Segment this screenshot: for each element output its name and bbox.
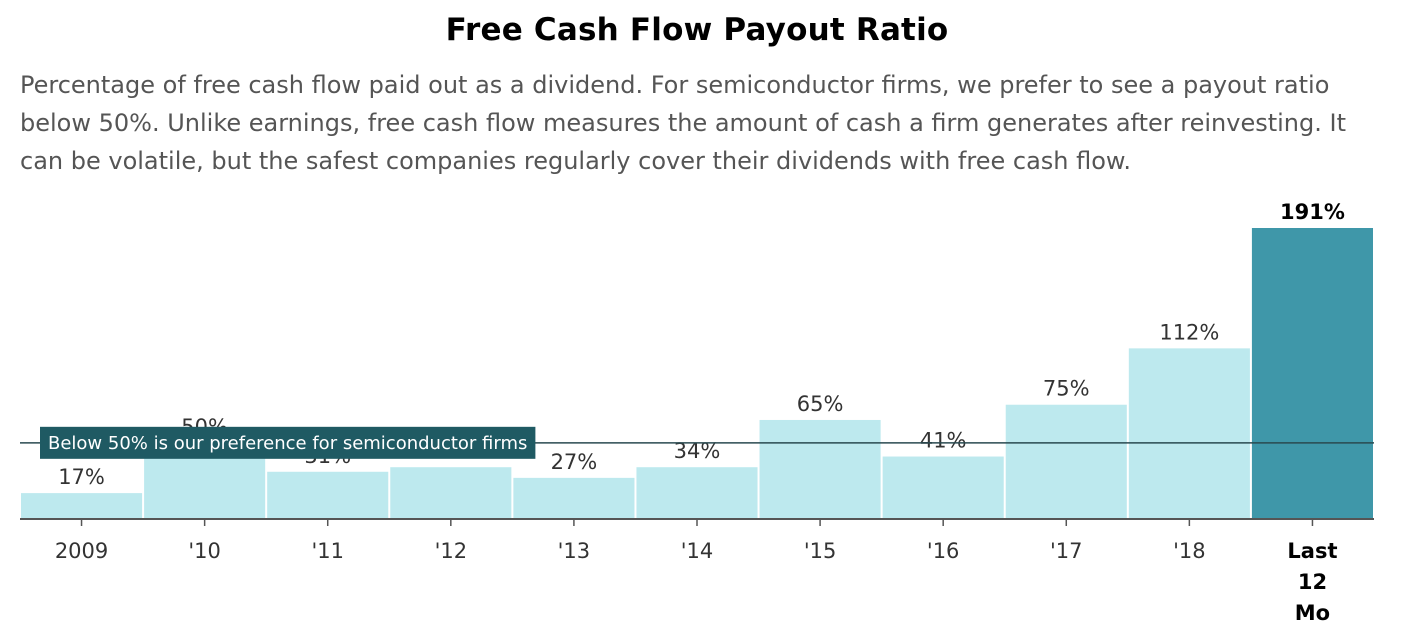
x-tick-label-10: Last 12 Mo xyxy=(1287,539,1337,625)
reference-label: Below 50% is our preference for semicond… xyxy=(48,433,527,454)
bar-8 xyxy=(1005,404,1127,519)
x-tick-label-3: '12 xyxy=(435,539,468,563)
x-tick-label-8: '17 xyxy=(1050,539,1083,563)
value-label-7: 41% xyxy=(920,429,967,453)
bar-10 xyxy=(1251,228,1373,519)
bar-6 xyxy=(759,419,881,519)
reference-label-background xyxy=(40,426,536,459)
bar-5 xyxy=(636,467,758,519)
x-tick-label-7: '16 xyxy=(927,539,960,563)
bar-3 xyxy=(390,467,512,519)
bar-9 xyxy=(1128,348,1250,519)
bar-2 xyxy=(267,471,389,519)
x-tick-label-6: '15 xyxy=(804,539,837,563)
x-tick-label-2: '11 xyxy=(311,539,344,563)
x-tick-label-4: '13 xyxy=(558,539,591,563)
x-tick-label-9: '18 xyxy=(1173,539,1206,563)
x-tick-label-5: '14 xyxy=(681,539,714,563)
x-tick-label-1: '10 xyxy=(188,539,221,563)
value-label-10: 191% xyxy=(1280,200,1345,224)
x-axis-tick-labels: 2009 '10 '11 '12 '13 '14 '15 '16 '17 '18 Last 12 Mo xyxy=(55,539,1338,625)
bars-group xyxy=(21,228,1373,519)
x-axis-ticks xyxy=(80,519,1314,526)
chart-title: Free Cash Flow Payout Ratio xyxy=(445,12,949,48)
value-label-0: 17% xyxy=(58,465,105,489)
value-label-4: 27% xyxy=(551,450,598,474)
value-label-8: 75% xyxy=(1043,377,1090,401)
value-label-6: 65% xyxy=(797,392,844,416)
value-label-9: 112% xyxy=(1159,320,1219,344)
bar-4 xyxy=(513,477,635,519)
reference-line-group: Below 50% is our preference for semicond… xyxy=(20,426,1374,459)
x-tick-label-0: 2009 xyxy=(55,539,108,563)
bar-7 xyxy=(882,456,1004,519)
chart-subtitle: Percentage of free cash flow paid out as… xyxy=(20,71,1346,175)
bar-0 xyxy=(21,493,143,519)
